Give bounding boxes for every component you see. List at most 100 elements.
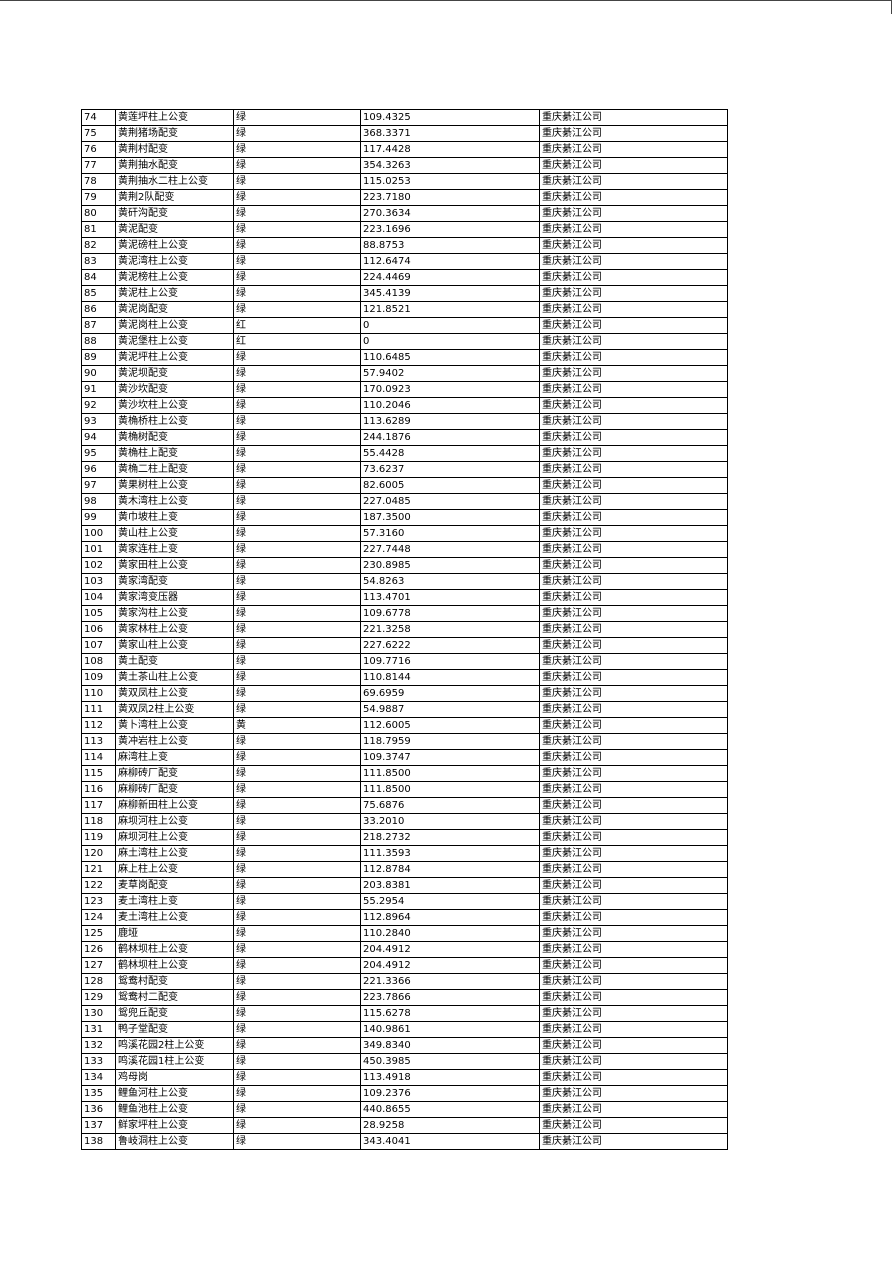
load-value-cell: 113.4918 (360, 1069, 540, 1086)
transformer-name-cell: 鸳鸯村配变 (115, 973, 234, 990)
transformer-name-cell: 黄矸沟配变 (115, 205, 234, 222)
transformer-name-cell: 黄家山柱上公变 (115, 637, 234, 654)
load-value-cell: 0 (360, 317, 540, 334)
company-name-cell: 重庆綦江公司 (539, 733, 728, 750)
company-name-cell: 重庆綦江公司 (539, 765, 728, 782)
load-value-cell: 230.8985 (360, 557, 540, 574)
table-row: 110 黄双凤柱上公变绿 69.6959 重庆綦江公司 (81, 685, 728, 702)
row-number-cell: 137 (81, 1117, 116, 1134)
row-number-cell: 84 (81, 269, 116, 286)
company-name-cell: 重庆綦江公司 (539, 717, 728, 734)
row-number-cell: 111 (81, 701, 116, 718)
transformer-name-cell: 麦土湾柱上变 (115, 893, 234, 910)
status-color-cell: 绿 (233, 269, 361, 286)
status-color-cell: 绿 (233, 781, 361, 798)
load-value-cell: 204.4912 (360, 941, 540, 958)
transformer-name-cell: 黄泥坪柱上公变 (115, 349, 234, 366)
row-number-cell: 87 (81, 317, 116, 334)
company-name-cell: 重庆綦江公司 (539, 845, 728, 862)
status-color-cell: 绿 (233, 221, 361, 238)
company-name-cell: 重庆綦江公司 (539, 477, 728, 494)
table-row: 118 麻坝河柱上公变绿 33.2010 重庆綦江公司 (81, 813, 728, 830)
table-row: 114 麻湾柱上变绿 109.3747 重庆綦江公司 (81, 749, 728, 766)
company-name-cell: 重庆綦江公司 (539, 237, 728, 254)
company-name-cell: 重庆綦江公司 (539, 525, 728, 542)
table-row: 109 黄土茶山柱上公变绿 110.8144 重庆綦江公司 (81, 669, 728, 686)
status-color-cell: 绿 (233, 765, 361, 782)
table-row: 127 鹤林坝柱上公变绿 204.4912 重庆綦江公司 (81, 957, 728, 974)
row-number-cell: 124 (81, 909, 116, 926)
company-name-cell: 重庆綦江公司 (539, 285, 728, 302)
transformer-name-cell: 黄果树柱上公变 (115, 477, 234, 494)
load-value-cell: 343.4041 (360, 1133, 540, 1150)
row-number-cell: 94 (81, 429, 116, 446)
company-name-cell: 重庆綦江公司 (539, 141, 728, 158)
status-color-cell: 绿 (233, 157, 361, 174)
page-top-border (0, 0, 892, 1)
table-row: 102 黄家田柱上公变绿 230.8985 重庆綦江公司 (81, 557, 728, 574)
row-number-cell: 138 (81, 1133, 116, 1150)
load-value-cell: 110.2046 (360, 397, 540, 414)
table-row: 106 黄家林柱上公变绿 221.3258 重庆綦江公司 (81, 621, 728, 638)
table-row: 130 鸳兜丘配变绿 115.6278 重庆綦江公司 (81, 1005, 728, 1022)
row-number-cell: 117 (81, 797, 116, 814)
table-row: 105 黄家沟柱上公变绿 109.6778 重庆綦江公司 (81, 605, 728, 622)
table-row: 115 麻柳砖厂配变绿 111.8500 重庆綦江公司 (81, 765, 728, 782)
row-number-cell: 97 (81, 477, 116, 494)
row-number-cell: 90 (81, 365, 116, 382)
table-row: 116 麻柳砖厂配变绿 111.8500 重庆綦江公司 (81, 781, 728, 798)
status-color-cell: 绿 (233, 285, 361, 302)
table-row: 133 鸣溪花园1柱上公变绿 450.3985 重庆綦江公司 (81, 1053, 728, 1070)
transformer-name-cell: 黄卜湾柱上公变 (115, 717, 234, 734)
row-number-cell: 129 (81, 989, 116, 1006)
table-row: 95 黄桷柱上配变绿 55.4428 重庆綦江公司 (81, 445, 728, 462)
status-color-cell: 绿 (233, 125, 361, 142)
table-row: 137 鲜家坪柱上公变绿 28.9258 重庆綦江公司 (81, 1117, 728, 1134)
status-color-cell: 绿 (233, 413, 361, 430)
company-name-cell: 重庆綦江公司 (539, 701, 728, 718)
row-number-cell: 76 (81, 141, 116, 158)
company-name-cell: 重庆綦江公司 (539, 269, 728, 286)
company-name-cell: 重庆綦江公司 (539, 1069, 728, 1086)
company-name-cell: 重庆綦江公司 (539, 189, 728, 206)
table-row: 131 鸭子堂配变绿 140.9861 重庆綦江公司 (81, 1021, 728, 1038)
status-color-cell: 绿 (233, 509, 361, 526)
transformer-name-cell: 黄双凤柱上公变 (115, 685, 234, 702)
status-color-cell: 绿 (233, 989, 361, 1006)
table-row: 134 鸡母岗绿 113.4918 重庆綦江公司 (81, 1069, 728, 1086)
load-value-cell: 204.4912 (360, 957, 540, 974)
row-number-cell: 127 (81, 957, 116, 974)
transformer-name-cell: 黄土茶山柱上公变 (115, 669, 234, 686)
load-value-cell: 224.4469 (360, 269, 540, 286)
company-name-cell: 重庆綦江公司 (539, 413, 728, 430)
company-name-cell: 重庆綦江公司 (539, 797, 728, 814)
transformer-name-cell: 黄家沟柱上公变 (115, 605, 234, 622)
company-name-cell: 重庆綦江公司 (539, 365, 728, 382)
row-number-cell: 102 (81, 557, 116, 574)
load-value-cell: 118.7959 (360, 733, 540, 750)
row-number-cell: 120 (81, 845, 116, 862)
table-row: 121 麻上柱上公变绿 112.8784 重庆綦江公司 (81, 861, 728, 878)
table-row: 138 鲁岐洞柱上公变绿 343.4041 重庆綦江公司 (81, 1133, 728, 1150)
status-color-cell: 红 (233, 333, 361, 350)
load-value-cell: 109.6778 (360, 605, 540, 622)
row-number-cell: 89 (81, 349, 116, 366)
status-color-cell: 绿 (233, 189, 361, 206)
load-value-cell: 110.6485 (360, 349, 540, 366)
table-row: 89 黄泥坪柱上公变绿 110.6485 重庆綦江公司 (81, 349, 728, 366)
company-name-cell: 重庆綦江公司 (539, 973, 728, 990)
table-row: 88 黄泥堡柱上公变红 0 重庆綦江公司 (81, 333, 728, 350)
company-name-cell: 重庆綦江公司 (539, 205, 728, 222)
table-row: 123 麦土湾柱上变绿 55.2954 重庆綦江公司 (81, 893, 728, 910)
status-color-cell: 绿 (233, 173, 361, 190)
status-color-cell: 绿 (233, 845, 361, 862)
table-row: 122 麦草岗配变绿 203.8381 重庆綦江公司 (81, 877, 728, 894)
load-value-cell: 0 (360, 333, 540, 350)
row-number-cell: 78 (81, 173, 116, 190)
table-row: 120 麻土湾柱上公变绿 111.3593 重庆綦江公司 (81, 845, 728, 862)
status-color-cell: 绿 (233, 1053, 361, 1070)
load-value-cell: 57.9402 (360, 365, 540, 382)
status-color-cell: 绿 (233, 1037, 361, 1054)
company-name-cell: 重庆綦江公司 (539, 781, 728, 798)
transformer-name-cell: 麦土湾柱上公变 (115, 909, 234, 926)
